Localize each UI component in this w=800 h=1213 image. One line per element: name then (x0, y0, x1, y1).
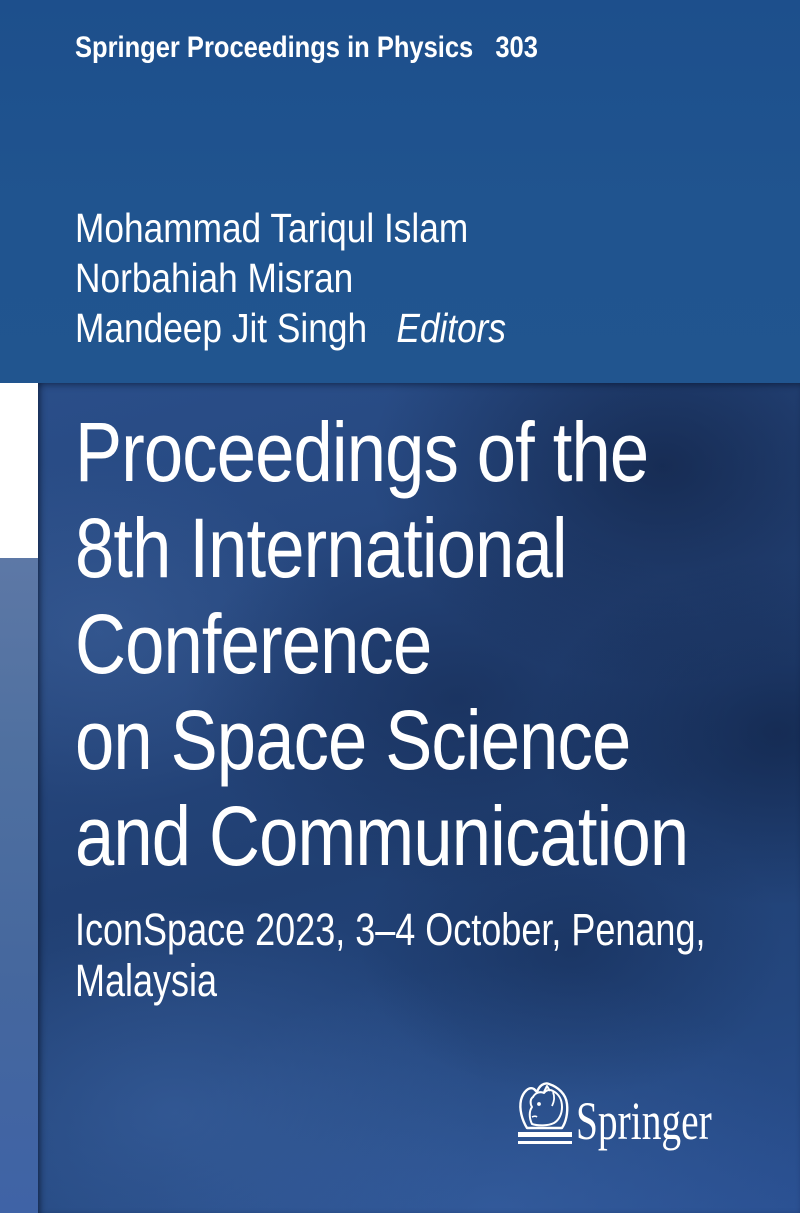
book-subtitle-line: Malaysia (75, 955, 218, 1006)
book-subtitle-line: IconSpace 2023, 3–4 October, Penang, (75, 904, 706, 955)
book-title-line: on Space Science (75, 693, 631, 787)
book-title-line: and Communication (75, 789, 689, 883)
editor-name-row: Mandeep Jit Singh Editors (75, 303, 506, 353)
book-title: Proceedings of the 8th International Con… (75, 404, 689, 884)
book-title-line: 8th International (75, 501, 568, 595)
springer-logo: Springer (516, 1080, 746, 1150)
editor-name: Mandeep Jit Singh (75, 305, 368, 351)
editors-label: Editors (396, 305, 507, 351)
editors-block: Mohammad Tariqul Islam Norbahiah Misran … (75, 203, 506, 353)
book-subtitle: IconSpace 2023, 3–4 October, Penang, Mal… (75, 904, 705, 1006)
series-title-line: Springer Proceedings in Physics 303 (75, 30, 538, 66)
title-panel (38, 383, 800, 1213)
series-volume: 303 (495, 31, 538, 64)
editor-name: Norbahiah Misran (75, 255, 354, 301)
springer-horse-icon (518, 1082, 572, 1144)
book-title-line: Conference (75, 597, 432, 691)
series-band: Springer Proceedings in Physics 303 Moha… (0, 0, 800, 383)
book-title-line: Proceedings of the (75, 405, 649, 499)
left-blue-stripe (0, 558, 38, 1213)
left-white-stripe (0, 383, 38, 558)
publisher-name: Springer (576, 1091, 712, 1151)
editor-name: Mohammad Tariqul Islam (75, 205, 469, 251)
series-title: Springer Proceedings in Physics (75, 31, 474, 64)
